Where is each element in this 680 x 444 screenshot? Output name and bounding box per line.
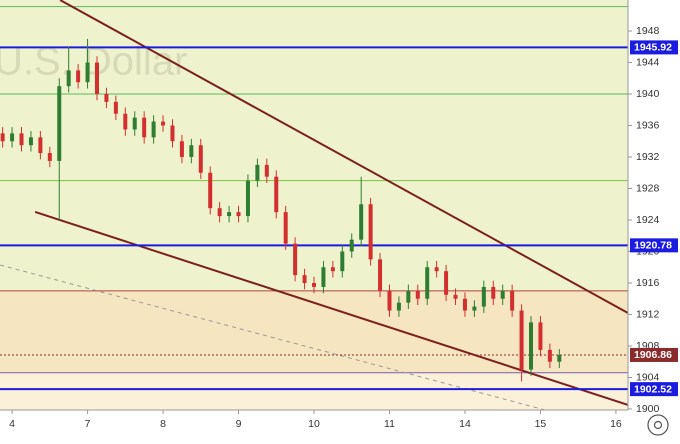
candle-body — [481, 286, 486, 307]
candle-body — [227, 212, 232, 217]
candle-body — [19, 133, 24, 146]
candle-body — [387, 290, 392, 311]
price-tag — [630, 382, 678, 397]
candle-body — [462, 298, 467, 311]
candle-body — [547, 349, 552, 362]
x-tick-label: 8 — [160, 418, 166, 430]
candle-body — [57, 86, 62, 161]
candle-body — [368, 204, 373, 260]
plot-area: U.S. Dollar — [0, 0, 628, 410]
candle-body — [94, 62, 99, 95]
y-tick-label: 1940 — [636, 88, 660, 100]
candle-body — [274, 176, 279, 213]
candle-body — [444, 271, 449, 295]
background-band — [0, 372, 628, 410]
candle-body — [217, 208, 222, 217]
candle-body — [151, 121, 156, 138]
candle-body — [142, 117, 147, 138]
y-tick-label: 1924 — [636, 214, 660, 226]
candle-body — [519, 310, 524, 370]
trend-line — [59, 0, 628, 314]
candle-body — [359, 204, 364, 240]
candle-body — [47, 153, 52, 161]
candle-body — [38, 137, 43, 154]
candle-body — [510, 290, 515, 311]
candle-body — [500, 290, 505, 299]
candle-body — [557, 354, 562, 362]
x-tick-label: 4 — [9, 418, 15, 430]
price-tag — [630, 238, 678, 253]
price-tag-label: 1920.78 — [634, 240, 672, 252]
candle-body — [113, 101, 118, 114]
candle-body — [312, 282, 316, 287]
candle-body — [123, 113, 128, 130]
candle-body — [538, 322, 543, 350]
x-tick-label: 9 — [236, 418, 242, 430]
candle-body — [198, 145, 203, 173]
trend-line — [34, 211, 628, 406]
candle-body — [104, 94, 109, 102]
candle-body — [406, 290, 411, 303]
candle-body — [340, 251, 345, 272]
y-tick-label: 1932 — [636, 151, 660, 163]
y-tick-label: 1900 — [636, 403, 660, 415]
candle-body — [85, 62, 90, 83]
candle-body — [170, 125, 175, 142]
price-tag-label: 1902.52 — [634, 383, 672, 395]
candle-body — [245, 180, 250, 217]
candle-body — [302, 275, 307, 283]
candle-body — [189, 145, 194, 158]
y-tick-label: 1912 — [636, 308, 660, 320]
background-band — [0, 0, 628, 291]
candle-body — [179, 141, 184, 158]
candle-body — [472, 306, 477, 311]
x-tick-label: 10 — [308, 418, 320, 430]
candle-body — [255, 164, 260, 181]
y-tick-label: 1928 — [636, 182, 660, 194]
candle-body — [415, 290, 420, 299]
candle-body — [349, 239, 354, 252]
candle-body — [66, 70, 71, 87]
price-tag-label: 1906.86 — [634, 349, 672, 361]
y-tick-label: 1904 — [636, 371, 660, 383]
candle-body — [132, 117, 137, 130]
candle-body — [491, 286, 496, 299]
candle-body — [293, 243, 298, 276]
settings-button[interactable] — [647, 414, 669, 436]
candle-body — [236, 212, 241, 217]
candle-body — [10, 133, 15, 142]
y-tick-label: 1944 — [636, 56, 660, 68]
y-tick-label: 1948 — [636, 25, 660, 37]
candle-body — [283, 212, 288, 244]
candle-body — [378, 259, 383, 291]
watermark: U.S. Dollar — [0, 40, 187, 84]
candle-body — [434, 267, 439, 272]
axes: 1900190419081912191619201924192819321936… — [9, 25, 678, 430]
x-tick-label: 16 — [610, 418, 622, 430]
y-tick-label: 1916 — [636, 277, 660, 289]
candle-body — [396, 302, 401, 311]
y-tick-label: 1936 — [636, 119, 660, 131]
candle-body — [28, 137, 33, 146]
candle-body — [208, 172, 213, 209]
price-tag-label: 1945.92 — [634, 42, 672, 54]
candle-body — [453, 294, 458, 299]
candle-body — [529, 322, 534, 370]
candle-body — [321, 267, 326, 287]
candle-body — [330, 267, 335, 272]
candle-body — [76, 70, 81, 83]
price-tag — [630, 40, 678, 55]
candle-body — [425, 267, 430, 299]
candle-body — [264, 164, 269, 177]
x-tick-label: 7 — [85, 418, 91, 430]
x-tick-label: 14 — [459, 418, 471, 430]
price-tag — [630, 347, 678, 362]
candle-body — [0, 133, 5, 142]
x-tick-label: 11 — [384, 418, 395, 430]
x-tick-label: 15 — [535, 418, 547, 430]
candle-body — [161, 121, 166, 126]
